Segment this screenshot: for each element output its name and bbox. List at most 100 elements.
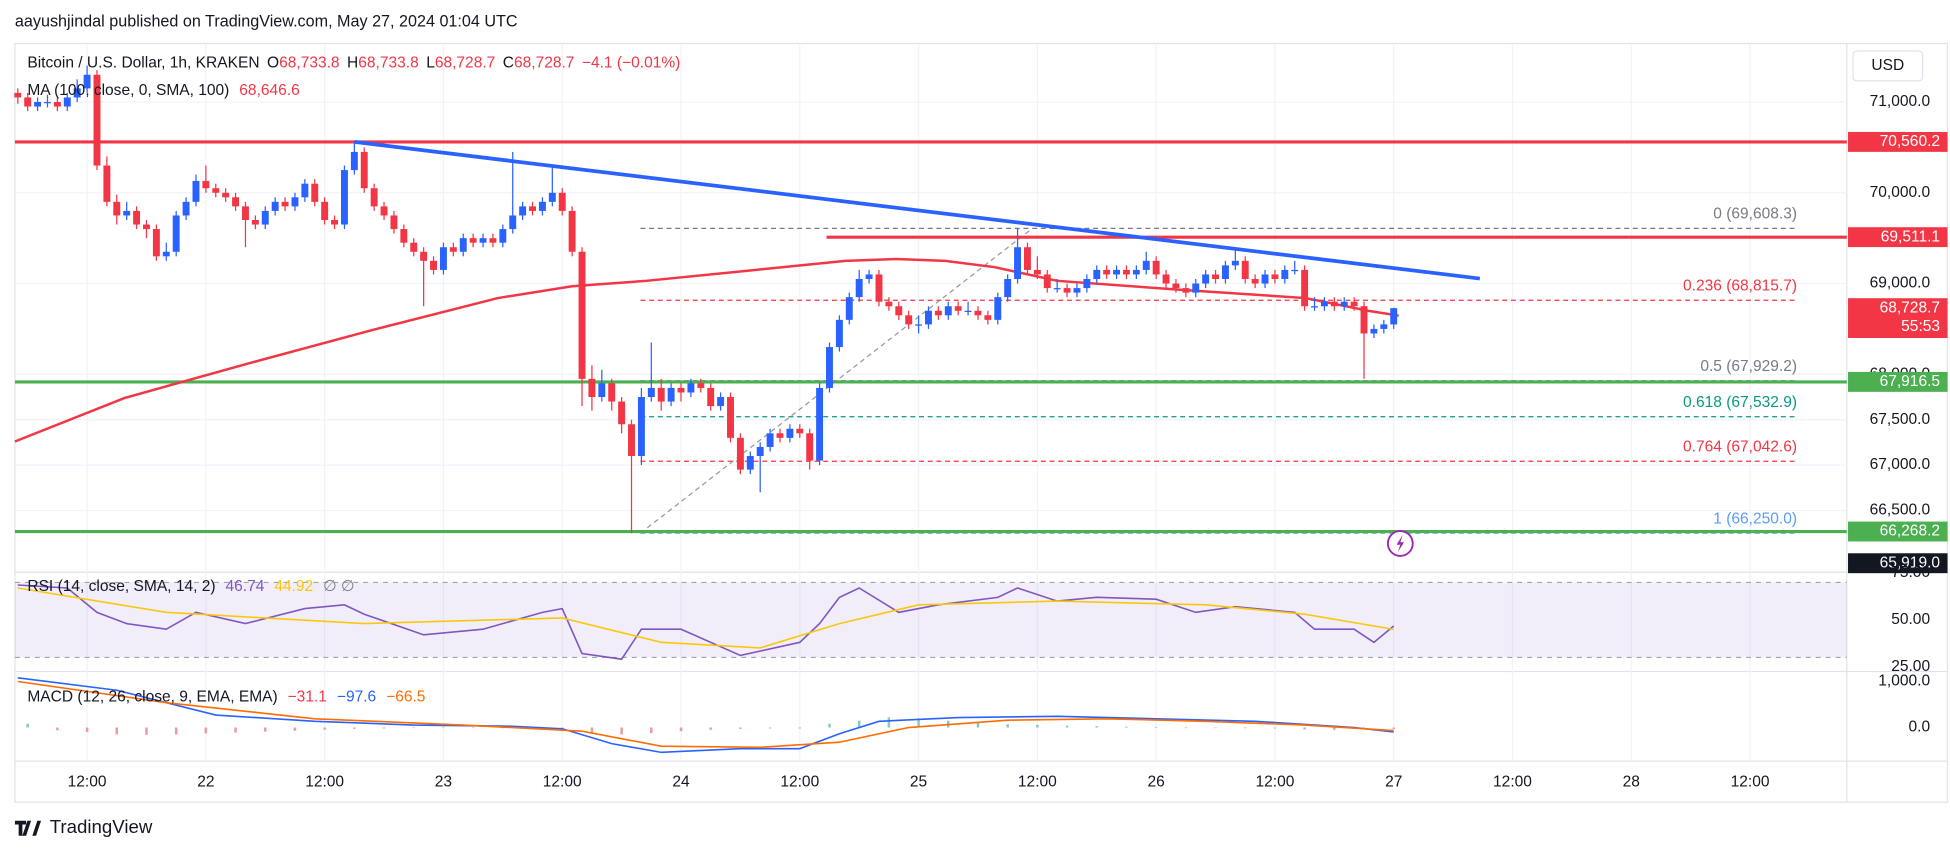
ma-legend: MA (100, close, 0, SMA, 100) 68,646.6 (27, 82, 299, 99)
candle-body (410, 242, 418, 252)
moving-average (14, 257, 1399, 443)
candle-body (1103, 269, 1111, 275)
candle-body (301, 183, 309, 198)
candle-body (618, 401, 626, 425)
candle-body (677, 387, 685, 393)
alert-bolt[interactable] (1396, 534, 1405, 553)
histogram-bar (739, 727, 742, 729)
candle-body (469, 238, 477, 243)
fib-level-label: 0 (69,608.3) (1713, 206, 1797, 223)
candle-body (796, 428, 804, 434)
candle-body (766, 433, 774, 447)
histogram-bar (1303, 727, 1306, 730)
candle-body (598, 383, 606, 398)
candle-body (588, 378, 596, 398)
ohlc-value: 68,733.8 (358, 55, 418, 72)
ma-label: MA (100, close, 0, SMA, 100) (27, 82, 229, 99)
candle-body (1271, 274, 1279, 280)
candle-body (855, 279, 863, 298)
candle-body (1320, 301, 1328, 307)
candle-body (182, 201, 190, 216)
candle-body (1291, 269, 1299, 272)
histogram-bar (442, 727, 445, 729)
histogram-bar (798, 727, 802, 729)
histogram-bar (353, 727, 356, 729)
attribution: aayushjindal published on TradingView.co… (15, 13, 518, 31)
level-price-box (1848, 131, 1948, 152)
currency[interactable]: USD (1871, 57, 1904, 74)
candle-body (509, 215, 517, 230)
candle-body (1182, 288, 1190, 293)
candle-body (984, 315, 992, 320)
legend-value: −31.1 (288, 689, 327, 706)
histogram-bar (234, 727, 237, 733)
candle-body (806, 433, 814, 461)
histogram-bar (1333, 727, 1336, 730)
low-price-label: 65,919.0 (1880, 554, 1941, 571)
x-tick-label: 12:00 (1493, 773, 1532, 790)
x-tick-label: 27 (1385, 773, 1402, 790)
indicator-legend: RSI (14, close, SMA, 14, 2) 46.74 44.92 ∅ ∅ (27, 578, 354, 595)
candle-body (321, 201, 329, 220)
candle-body (1251, 279, 1259, 284)
candle-body (232, 197, 240, 207)
candle-body (1093, 269, 1101, 280)
candle-body (1033, 269, 1041, 275)
y-tick-label: 70,000.0 (1870, 184, 1931, 201)
candle-body (905, 315, 913, 325)
candle-body (1142, 260, 1150, 270)
candle-body (1231, 260, 1239, 266)
fib-level-label: 0.5 (67,929.2) (1700, 358, 1797, 375)
candle-body (1053, 288, 1061, 290)
histogram-bar (1243, 727, 1247, 729)
candle-body (479, 238, 487, 243)
y-tick-label: 66,500.0 (1870, 502, 1931, 519)
candle-body (1281, 269, 1289, 280)
ohlc-value: 68,728.7 (514, 55, 574, 72)
indicator-line (17, 587, 1394, 649)
candle-body (647, 387, 655, 398)
candle-body (885, 301, 893, 307)
candle-body (1113, 269, 1121, 275)
histogram-bar (917, 718, 920, 728)
histogram-bar (145, 727, 148, 735)
candle-body (360, 151, 368, 189)
candle-body (1004, 279, 1012, 298)
histogram-bar (1214, 727, 1217, 729)
candle-body (113, 201, 121, 216)
candle-body (1340, 301, 1348, 307)
fib-level-label: 1 (66,250.0) (1713, 511, 1797, 528)
frame (14, 42, 1949, 803)
histogram-bar (590, 727, 594, 734)
candle-body (73, 88, 81, 98)
histogram-bar (264, 727, 267, 732)
candle-body (727, 397, 734, 438)
candle-body (1330, 301, 1338, 307)
histogram-bar (650, 727, 653, 734)
candle-body (1014, 247, 1022, 280)
current-price-label: 68,728.7 (1880, 299, 1940, 316)
change: −4.1 (−0.01%) (582, 55, 680, 72)
histogram-bar (887, 717, 891, 728)
x-tick-label: 12:00 (1731, 773, 1770, 790)
candle-body (281, 201, 289, 207)
alert-icon[interactable] (1386, 530, 1414, 557)
y-tick-label: 67,500.0 (1870, 411, 1931, 428)
legend-value: 46.74 (225, 578, 264, 595)
fib-level-label: 0.236 (68,815.7) (1683, 278, 1797, 295)
candle-body (1390, 308, 1398, 325)
candle-body (499, 229, 507, 243)
level-price-label: 70,560.2 (1880, 133, 1940, 150)
ma-value: 68,646.6 (239, 82, 299, 99)
candle-body (568, 210, 576, 252)
currency-box[interactable] (1852, 50, 1924, 82)
candle-body (1172, 283, 1180, 289)
histogram-bar (1095, 726, 1098, 728)
candle-body (826, 347, 833, 388)
histogram-bar (1006, 724, 1009, 728)
candle-body (529, 206, 536, 211)
candle-body (994, 297, 1002, 320)
x-tick-label: 22 (197, 773, 214, 790)
